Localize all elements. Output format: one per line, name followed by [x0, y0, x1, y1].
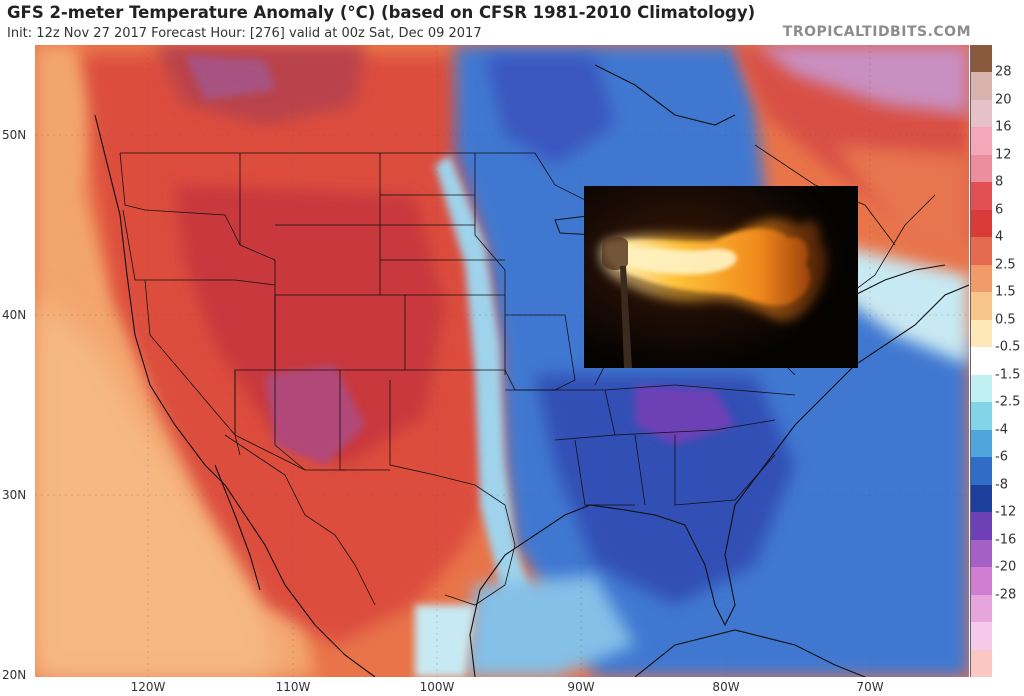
- colorbar-swatch: [971, 594, 992, 623]
- flame-shape: [599, 218, 827, 321]
- colorbar-tick-label: 28: [995, 64, 1012, 80]
- colorbar-swatch: [971, 402, 992, 430]
- colorbar-tick-label: 1.5: [995, 284, 1016, 300]
- lat-label-30n: 30N: [2, 488, 27, 502]
- colorbar-swatch: [971, 154, 992, 183]
- colorbar-tick-label: -20: [995, 559, 1017, 575]
- colorbar-swatch: [971, 319, 992, 348]
- colorbar-tick-label: 0.5: [995, 312, 1016, 328]
- colorbar-tick-label: -1.5: [995, 367, 1021, 383]
- colorbar-tick-label: 2.5: [995, 257, 1016, 273]
- colorbar-tick-label: -0.5: [995, 339, 1021, 355]
- colorbar-swatch: [971, 649, 992, 678]
- political-borders: [119, 144, 936, 606]
- colorbar-swatch: [971, 567, 992, 595]
- colorbar-swatch: [971, 539, 992, 568]
- lat-label-40n: 40N: [2, 308, 27, 322]
- source-watermark: TROPICALTIDBITS.COM: [782, 24, 971, 40]
- lon-label-90w: 90W: [567, 680, 595, 694]
- colorbar-tick-label: 6: [995, 202, 1004, 218]
- colorbar-swatch: [971, 512, 992, 540]
- colorbar-tick-label: 4: [995, 229, 1004, 245]
- colorbar-swatch: [971, 484, 992, 513]
- colorbar-tick-label: -8: [995, 477, 1008, 493]
- colorbar-tick-label: 12: [995, 147, 1012, 163]
- lon-label-120w: 120W: [130, 680, 166, 694]
- colorbar-tick-label: -2.5: [995, 394, 1021, 410]
- colorbar-tick-label: -28: [995, 587, 1017, 603]
- colorbar-swatch: [971, 99, 992, 128]
- colorbar-swatch: [971, 292, 992, 320]
- colorbar-tick-label: -12: [995, 504, 1017, 520]
- colorbar-swatch: [971, 457, 992, 485]
- chart-title: GFS 2-meter Temperature Anomaly (°C) (ba…: [7, 3, 756, 22]
- lon-label-100w: 100W: [419, 680, 455, 694]
- colorbar-swatch: [971, 347, 992, 375]
- colorbar-swatch: [971, 622, 992, 650]
- colorbar-swatch: [971, 237, 992, 265]
- anomaly-colorbar: [970, 45, 992, 678]
- colorbar-swatch: [971, 72, 992, 100]
- lat-label-50n: 50N: [2, 128, 27, 142]
- colorbar-tick-label: 20: [995, 92, 1012, 108]
- colorbar-swatch: [971, 45, 992, 73]
- colorbar-tick-label: -6: [995, 449, 1008, 465]
- colorbar-swatch: [971, 209, 992, 238]
- colorbar-tick-label: 8: [995, 174, 1004, 190]
- colorbar-tick-label: 16: [995, 119, 1012, 135]
- colorbar-swatch: [971, 264, 992, 293]
- colorbar-swatch: [971, 374, 992, 403]
- lat-label-20n: 20N: [2, 668, 27, 682]
- colorbar-swatch: [971, 127, 992, 155]
- chart-subtitle: Init: 12z Nov 27 2017 Forecast Hour: [27…: [7, 26, 482, 41]
- torch-handle: [602, 236, 632, 368]
- lon-label-80w: 80W: [712, 680, 740, 694]
- lon-label-110w: 110W: [275, 680, 311, 694]
- colorbar-tick-label: -16: [995, 532, 1017, 548]
- coastlines: [94, 64, 969, 677]
- lon-label-70w: 70W: [856, 680, 884, 694]
- colorbar-swatch: [971, 429, 992, 458]
- colorbar-tick-label: -4: [995, 422, 1008, 438]
- flaming-torch-photo: [584, 186, 858, 368]
- colorbar-swatch: [971, 182, 992, 210]
- colorbar-labels: 28 20 16 12 8 6 4 2.5 1.5 0.5 -0.5 -1.5 -2.5 -4 -6 -8 -1…: [993, 45, 1024, 677]
